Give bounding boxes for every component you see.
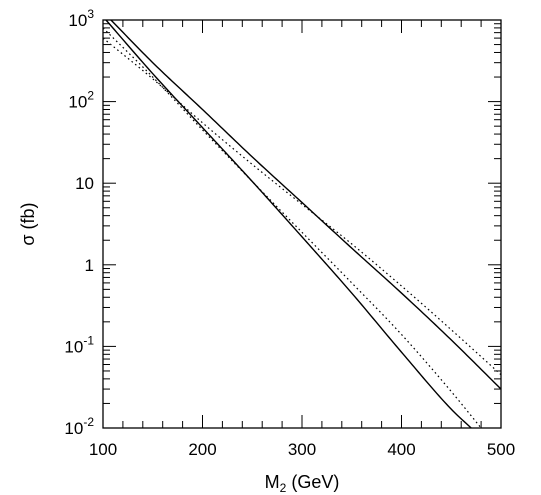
x-tick-label: 400	[387, 440, 415, 459]
x-axis-label-sub: 2	[280, 481, 287, 495]
y-tick-label: 10-2	[64, 415, 94, 438]
solid-curve-2	[105, 19, 472, 429]
x-axis-label-base: M	[265, 472, 280, 492]
x-tick-label: 200	[188, 440, 216, 459]
curves	[102, 19, 502, 429]
axis-ticks	[102, 19, 502, 429]
x-tick-label: 300	[288, 440, 316, 459]
y-tick-label: 1	[85, 256, 94, 275]
x-tick-label: 100	[89, 440, 117, 459]
x-tick-labels: 100 200 300 400 500	[89, 440, 515, 459]
x-axis-label: M2 (GeV)	[265, 472, 340, 495]
x-axis-label-rest: (GeV)	[286, 472, 339, 492]
y-tick-label: 102	[68, 89, 94, 112]
y-tick-label: 10-1	[64, 333, 94, 356]
y-axis-label: σ (fb)	[18, 202, 38, 245]
plot-frame	[102, 19, 502, 429]
y-tick-label: 10	[75, 174, 94, 193]
x-tick-label: 500	[487, 440, 515, 459]
dotted-curve-4	[102, 27, 482, 429]
solid-curve-1	[110, 19, 502, 390]
dotted-curve-3	[102, 37, 502, 376]
y-tick-label: 103	[68, 7, 94, 30]
y-tick-labels: 10-2 10-1 1 10 102 103	[64, 7, 94, 438]
